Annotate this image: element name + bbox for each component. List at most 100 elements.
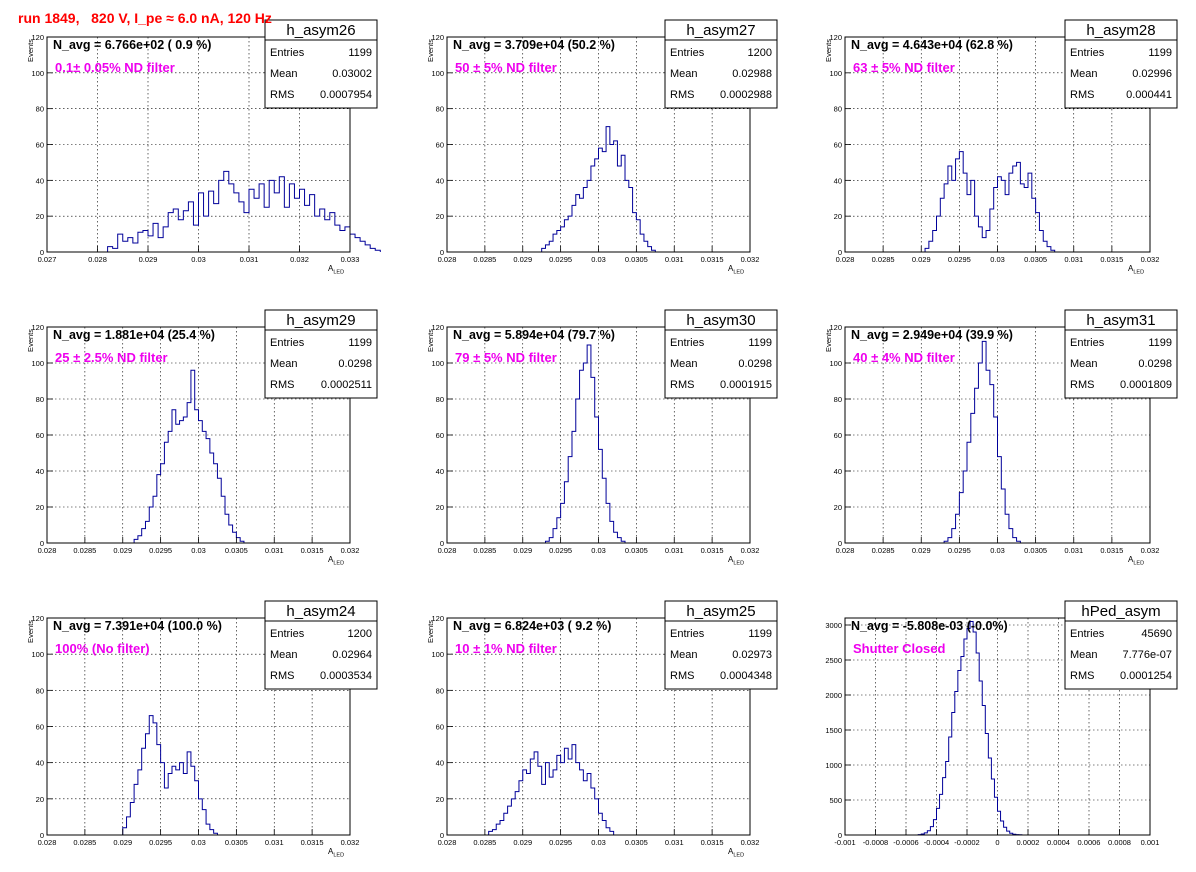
y-tick-label: 60	[834, 141, 842, 150]
stats-value-mean: 7.776e-07	[1122, 649, 1172, 661]
stats-value-entries: 1200	[348, 628, 372, 640]
y-tick-label: 120	[31, 33, 44, 42]
x-tick-label: 0.03	[990, 546, 1005, 555]
stats-value-rms: 0.0001809	[1120, 379, 1172, 391]
x-tick-label: 0.029	[513, 255, 532, 264]
stats-box	[264, 19, 378, 109]
y-tick-label: 40	[436, 759, 444, 768]
stats-label-entries: Entries	[1070, 47, 1105, 59]
x-tick-label: 0.0305	[225, 838, 248, 847]
x-tick-label: 0.0295	[549, 838, 572, 847]
histogram-panel-h_asym31: 0.028 0.0285 0.029 0.0295 0.03 0.0305 0.031 0.0…	[824, 309, 1178, 567]
filter-label: 40 ± 4% ND filter	[853, 350, 955, 365]
y-tick-label: 120	[829, 323, 842, 332]
x-tick-label: 0.028	[438, 838, 457, 847]
x-axis-label-subscript: LED	[1133, 561, 1144, 567]
histogram-series-h_asym24	[122, 715, 218, 835]
y-axis-label: Events	[824, 39, 833, 62]
stats-box	[264, 600, 378, 690]
x-tick-label: 0.03	[591, 255, 606, 264]
x-tick-label: 0.0285	[473, 838, 496, 847]
y-tick-label: 20	[36, 503, 44, 512]
x-tick-label: 0.001	[1141, 838, 1160, 847]
y-tick-label: 60	[36, 141, 44, 150]
stats-value-rms: 0.0002988	[720, 89, 772, 101]
x-tick-label: 0.027	[38, 255, 57, 264]
x-axis-label-subscript: LED	[333, 561, 344, 567]
stats-value-entries: 45690	[1141, 628, 1172, 640]
y-tick-label: 40	[834, 467, 842, 476]
x-tick-label: 0.032	[1141, 255, 1160, 264]
x-tick-label: 0.029	[113, 546, 132, 555]
x-tick-label: 0.03	[591, 838, 606, 847]
stats-label-entries: Entries	[670, 628, 705, 640]
stats-value-entries: 1199	[348, 47, 372, 59]
filter-label: 100% (No filter)	[55, 641, 150, 656]
y-tick-label: 20	[36, 212, 44, 221]
stats-box-title: h_asym24	[286, 603, 355, 620]
y-tick-label: 100	[829, 69, 842, 78]
y-tick-label: 80	[834, 395, 842, 404]
y-tick-label: 120	[431, 323, 444, 332]
stats-label-entries: Entries	[270, 337, 305, 349]
x-tick-label: 0.029	[139, 255, 158, 264]
navg-label: N_avg = 6.824e+03 ( 9.2 %)	[453, 619, 611, 633]
x-axis-label-subscript: LED	[333, 853, 344, 859]
x-tick-label: 0.031	[1064, 546, 1083, 555]
stats-value-entries: 1199	[1148, 337, 1172, 349]
y-tick-label: 40	[436, 176, 444, 185]
y-tick-label: 500	[829, 796, 842, 805]
stats-label-rms: RMS	[270, 379, 294, 391]
x-tick-label: 0.029	[513, 546, 532, 555]
x-tick-label: 0.03	[191, 255, 206, 264]
stats-label-mean: Mean	[1070, 649, 1098, 661]
x-tick-label: 0.032	[741, 255, 760, 264]
histogram-panel-h_asym28: 0.028 0.0285 0.029 0.0295 0.03 0.0305 0.031 0.0…	[824, 19, 1178, 276]
stats-label-rms: RMS	[1070, 89, 1094, 101]
stats-value-rms: 0.0001254	[1120, 670, 1172, 682]
stats-value-rms: 0.0001915	[720, 379, 772, 391]
y-tick-label: 20	[436, 795, 444, 804]
y-tick-label: 0	[40, 248, 44, 257]
x-axis-label-subscript: LED	[733, 853, 744, 859]
stats-value-rms: 0.0003534	[320, 670, 372, 682]
x-tick-label: 0.0315	[701, 255, 724, 264]
x-axis-label-subscript: LED	[733, 270, 744, 276]
x-axis-label: ALED	[328, 555, 344, 567]
x-tick-label: 0.031	[665, 546, 684, 555]
stats-box	[1064, 19, 1178, 109]
y-axis-label: Events	[824, 329, 833, 352]
navg-label: N_avg = 2.949e+04 (39.9 %)	[851, 328, 1013, 342]
x-tick-label: 0.0295	[549, 546, 572, 555]
x-tick-label: 0.0285	[73, 546, 96, 555]
filter-label: 10 ± 1% ND filter	[455, 641, 557, 656]
y-tick-label: 100	[431, 359, 444, 368]
y-tick-label: 0	[838, 539, 842, 548]
x-tick-label: 0.032	[1141, 546, 1160, 555]
x-axis-label-subscript: LED	[733, 561, 744, 567]
x-tick-label: -0.0006	[893, 838, 918, 847]
x-tick-label: 0.0285	[473, 546, 496, 555]
x-tick-label: 0.029	[113, 838, 132, 847]
x-tick-label: 0.031	[1064, 255, 1083, 264]
y-tick-label: 100	[431, 650, 444, 659]
y-tick-label: 40	[36, 467, 44, 476]
x-tick-label: 0.0285	[73, 838, 96, 847]
y-axis-label: Events	[26, 620, 35, 643]
histogram-series-h_asym26	[107, 170, 381, 252]
x-tick-label: 0.0295	[948, 255, 971, 264]
x-tick-label: 0.029	[513, 838, 532, 847]
x-tick-label: 0.0285	[872, 255, 895, 264]
x-axis-label: ALED	[728, 555, 744, 567]
x-tick-label: 0.028	[836, 255, 855, 264]
stats-label-entries: Entries	[1070, 628, 1105, 640]
filter-label: 0.1± 0.05% ND filter	[55, 60, 175, 75]
y-tick-label: 120	[431, 614, 444, 623]
x-tick-label: 0.028	[88, 255, 107, 264]
stats-value-mean: 0.02973	[732, 649, 772, 661]
stats-value-mean: 0.0298	[738, 358, 772, 370]
y-tick-label: 20	[834, 212, 842, 221]
x-tick-label: 0.0295	[549, 255, 572, 264]
x-tick-label: 0.031	[265, 838, 284, 847]
x-axis-label: ALED	[728, 264, 744, 276]
